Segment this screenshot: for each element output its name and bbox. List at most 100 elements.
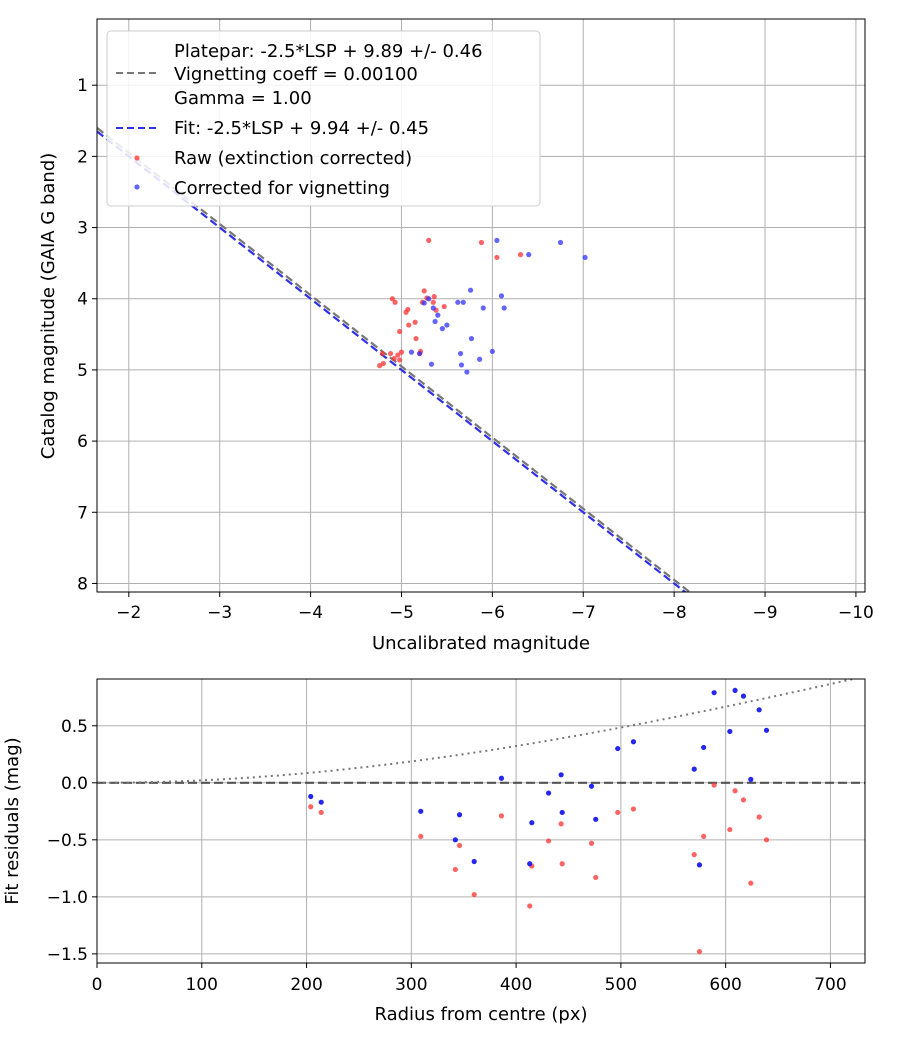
raw-residual-point [318,809,324,816]
raw-point [431,294,437,300]
top-fit-lines [97,127,692,592]
corrected-residual-point [471,858,477,865]
top-y-tick-label: 1 [77,76,88,96]
corrected-point [455,299,461,305]
raw-residual-point [559,861,565,867]
raw-residual-point [740,797,747,803]
corrected-residual-point [456,812,463,818]
corrected-point [457,350,464,357]
raw-point [398,349,405,355]
top-y-tick-label: 5 [77,361,88,381]
raw-point [421,288,427,294]
corrected-point [494,237,500,243]
raw-point [441,303,447,310]
top-chart: −2 −3 −4 −5 −6 −7 −8 −9 −10 1 2 3 4 5 6 7 8 Uncalibrate… [38,18,874,654]
corrected-point [428,361,435,367]
raw-point [413,335,419,342]
raw-point [412,319,418,325]
corrected-residual-point [756,707,762,713]
corrected-point [501,305,507,311]
corrected-residual-point [588,783,595,789]
legend-platepar-label-line2: Vignetting coeff = 0.00100 [174,64,418,85]
top-x-tick-label: −6 [480,603,505,623]
corrected-residual-point [763,727,770,733]
corrected-point [480,305,486,311]
raw-residual-point [763,837,770,843]
top-x-tick-label: −9 [752,603,777,623]
corrected-residual-point [727,728,733,735]
corrected-residual-point [529,820,535,826]
bottom-reference-lines [97,679,865,784]
top-y-tick-label: 2 [77,147,88,167]
bottom-y-ticks: 0.5 0.0 −0.5 −1.0 −1.5 [47,717,97,965]
raw-residual-point [558,821,564,827]
corrected-residual-point [558,772,564,778]
bottom-y-tick-label: 0.5 [61,717,88,737]
top-x-tick-label: −8 [662,603,687,623]
corrected-point [467,287,474,293]
corrected-residual-point [732,687,738,694]
bottom-x-tick-label: 0 [92,975,103,995]
raw-point [391,355,397,362]
corrected-residual-point [498,775,505,781]
corrected-point [421,300,427,306]
corrected-residual-point [740,693,747,699]
raw-point [406,322,412,328]
bottom-x-tick-label: 100 [186,975,218,995]
raw-residual-point [691,852,697,858]
raw-residual-point [545,838,552,844]
top-x-tick-label: −5 [389,603,414,623]
legend-box [106,30,541,207]
raw-residual-point [630,806,637,812]
raw-residual-point [588,840,595,846]
corrected-residual-point [418,808,424,814]
top-y-tick-label: 4 [77,290,88,310]
raw-residual-point [498,813,505,819]
corrected-point [432,318,438,325]
raw-residual-point [748,880,754,886]
corrected-point [444,322,450,328]
bottom-y-tick-label: −1.0 [47,888,88,908]
top-y-ticks: 1 2 3 4 5 6 7 8 [77,76,97,594]
raw-point [397,328,403,335]
corrected-residual-point [630,739,637,745]
raw-residual-point [471,891,477,898]
bottom-y-tick-label: −0.5 [47,831,88,851]
corrected-residual-point [559,809,565,816]
corrected-residual-point [318,799,324,805]
raw-residual-point [593,874,599,881]
bottom-y-tick-label: −1.5 [47,945,88,965]
platepar-fit-line [97,127,692,592]
corrected-residual-point [696,862,703,868]
bottom-y-axis-label: Fit residuals (mag) [2,737,23,904]
raw-point [426,237,432,243]
corrected-point [408,349,415,355]
raw-point [387,350,394,357]
corrected-residual-point [711,690,717,696]
corrected-residual-point [691,766,697,772]
raw-residual-point [756,814,762,820]
legend-corrected-label: Corrected for vignetting [174,178,390,199]
corrected-point [430,305,436,311]
raw-residual-point [308,804,314,810]
top-x-ticks: −2 −3 −4 −5 −6 −7 −8 −9 −10 [116,592,874,623]
raw-point [397,357,403,363]
legend-fit-label: Fit: -2.5*LSP + 9.94 +/- 0.45 [174,118,429,139]
corrected-residual-point [701,744,707,751]
raw-residual-point [711,782,717,788]
top-y-tick-label: 6 [77,432,88,452]
corrected-point [458,362,465,368]
top-x-tick-label: −4 [298,603,323,623]
raw-point [494,254,500,261]
bottom-y-tick-label: 0.0 [61,774,88,794]
corrected-point [460,299,466,305]
raw-point [392,299,398,305]
vignetting-fit-line [97,130,687,592]
corrected-residual-point [748,776,754,782]
top-x-tick-label: −3 [207,603,232,623]
raw-residual-point [527,903,533,909]
bottom-x-tick-label: 200 [290,975,322,995]
corrected-residual-point [527,861,533,867]
raw-residual-point [727,826,733,833]
corrected-residual-point [545,790,552,796]
